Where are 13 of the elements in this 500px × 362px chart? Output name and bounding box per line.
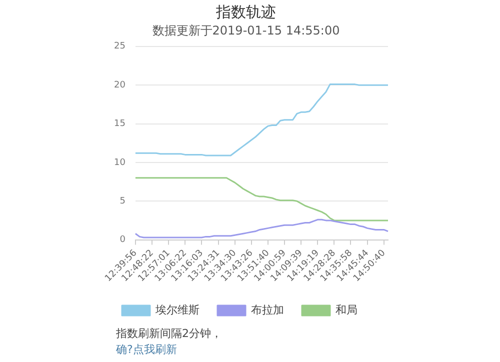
legend-label: 和局 [336,303,358,316]
text: 指数刷新间隔2分钟， [116,326,222,342]
y-tick-label: 5 [120,196,126,206]
y-tick-label: 15 [114,119,126,130]
legend-label: 布拉加 [251,303,284,316]
y-tick-label: 20 [114,80,126,90]
chart-subtitle: 数据更新于2019-01-15 14:55:00 [152,23,340,38]
text: 确?点我刷新 [116,342,178,358]
legend-label: 埃尔维斯 [154,303,200,316]
y-tick-label: 0 [120,235,126,246]
y-tick-label: 10 [114,158,126,168]
y-tick-label: 25 [114,42,126,52]
chart-title: 指数轨迹 [215,2,276,21]
